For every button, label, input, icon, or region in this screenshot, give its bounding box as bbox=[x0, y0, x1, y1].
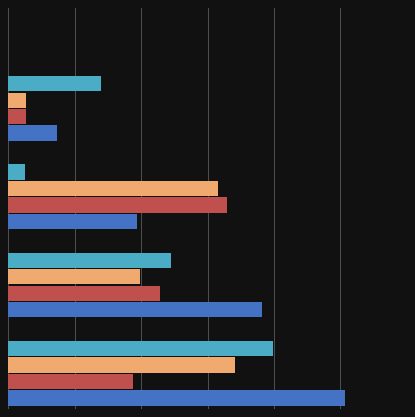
Bar bbox=[8, 181, 218, 196]
Bar bbox=[8, 109, 27, 124]
Bar bbox=[8, 197, 227, 213]
Bar bbox=[8, 76, 101, 91]
Bar bbox=[8, 126, 57, 141]
Bar bbox=[8, 164, 24, 180]
Bar bbox=[8, 302, 262, 317]
Bar bbox=[8, 214, 137, 229]
Bar bbox=[8, 286, 161, 301]
Bar bbox=[8, 93, 27, 108]
Bar bbox=[8, 390, 345, 406]
Bar bbox=[8, 341, 273, 356]
Bar bbox=[8, 357, 234, 373]
Bar bbox=[8, 253, 171, 268]
Bar bbox=[8, 374, 133, 389]
Bar bbox=[8, 269, 141, 284]
